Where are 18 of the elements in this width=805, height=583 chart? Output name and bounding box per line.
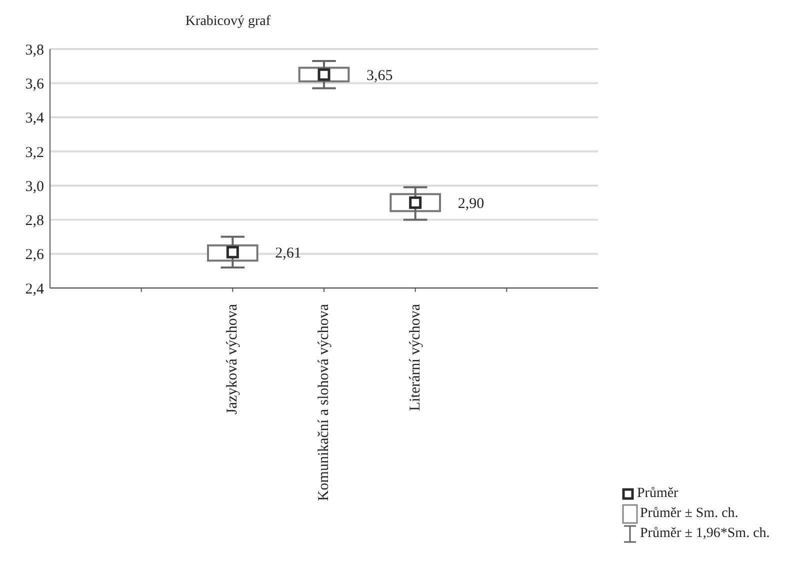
x-tick-label: Jazyková výchova bbox=[224, 304, 241, 414]
y-tick-label: 2,4 bbox=[25, 281, 44, 298]
y-tick-label: 3,4 bbox=[25, 110, 44, 127]
text: 2,90 bbox=[458, 196, 484, 212]
text: Průměr ± 1,96*Sm. ch. bbox=[640, 525, 770, 543]
x-tick-label: Komunikační a slohová výchova bbox=[316, 304, 332, 502]
y-tick-label: 3,6 bbox=[25, 76, 44, 92]
y-tick-label: 3,2 bbox=[25, 144, 44, 161]
y-tick-label: 3,0 bbox=[25, 178, 44, 195]
text: 3,65 bbox=[366, 68, 393, 84]
text: Průměr bbox=[637, 485, 678, 503]
y-tick-label: 2,8 bbox=[25, 213, 44, 230]
chart-title: Krabicový graf bbox=[184, 14, 272, 30]
x-tick-label: Literární výchova bbox=[407, 304, 424, 412]
text: Průměr ± Sm. ch. bbox=[640, 505, 738, 523]
y-tick-label: 2,6 bbox=[25, 247, 44, 264]
y-tick-label: 3,8 bbox=[25, 42, 44, 58]
text: 2,61 bbox=[275, 245, 302, 262]
